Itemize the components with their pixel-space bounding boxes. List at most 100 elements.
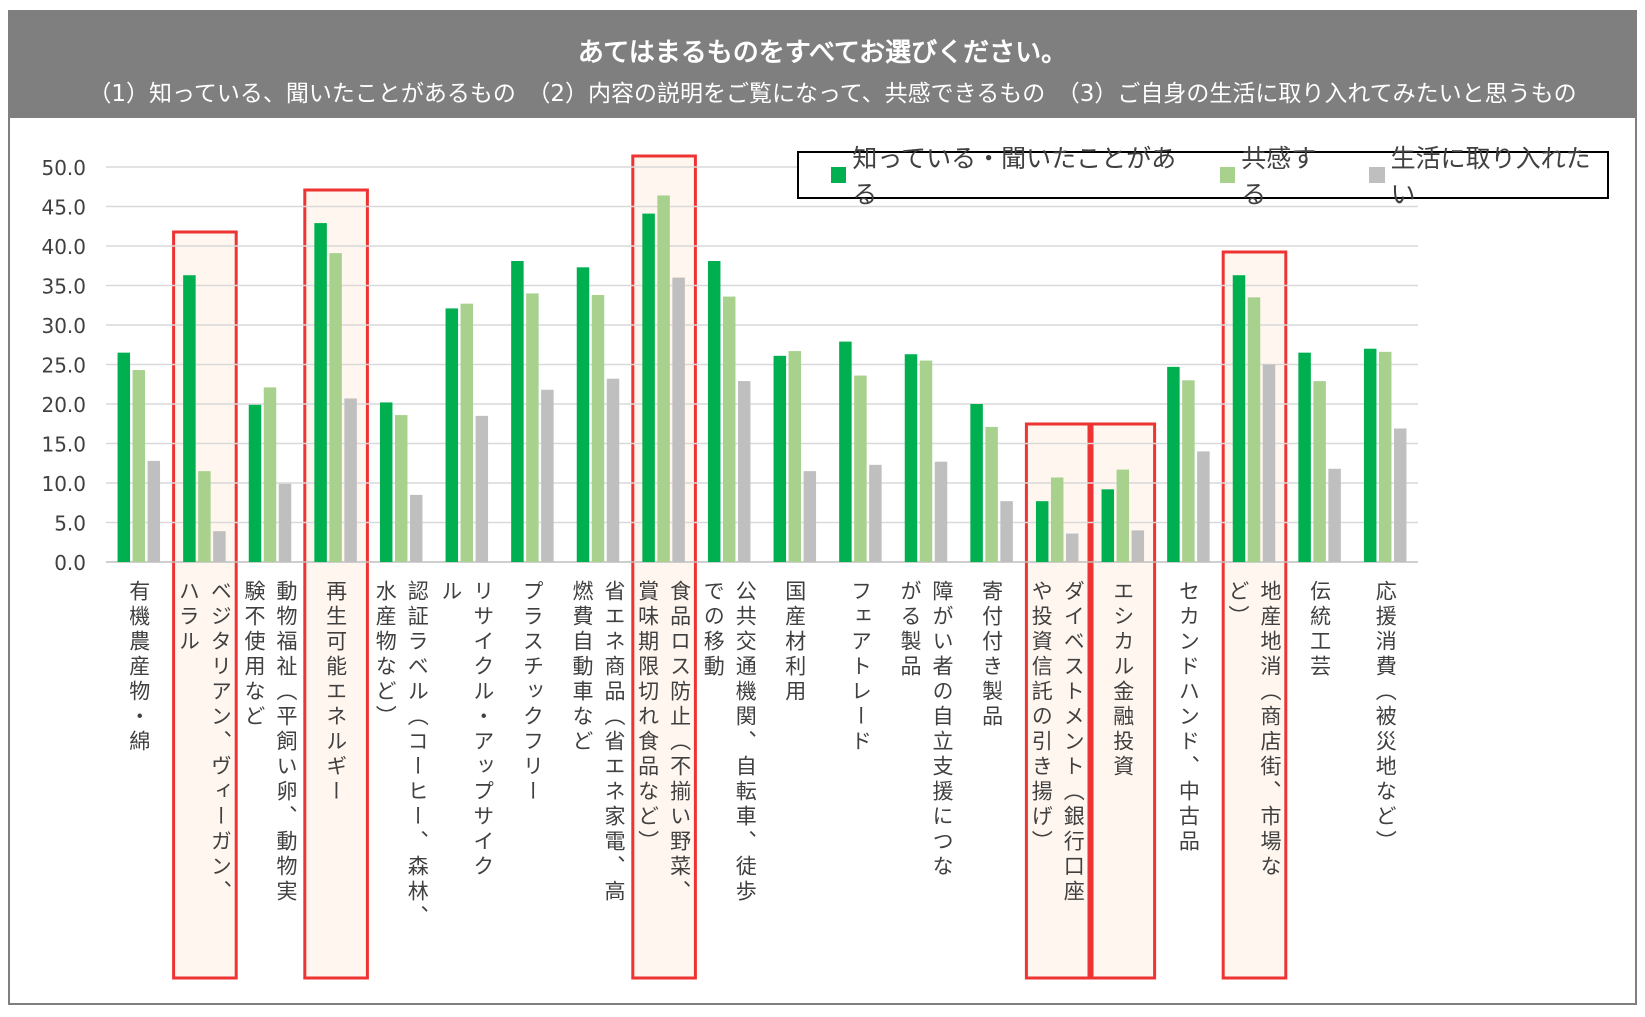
bar-empathy (460, 303, 474, 562)
bar-adopt (737, 381, 751, 562)
legend-swatch-adopt (1369, 167, 1385, 183)
bar-adopt (278, 483, 292, 562)
chart-header: あてはまるものをすべてお選びください。 （1）知っている、聞いたことがあるもの … (8, 10, 1637, 118)
bar-empathy (657, 195, 670, 562)
bar-adopt (1131, 530, 1145, 562)
legend-label-adopt: 生活に取り入れたい (1390, 144, 1591, 209)
bar-empathy (329, 253, 342, 563)
bar-known (707, 261, 721, 562)
bar-adopt (934, 461, 948, 562)
bar-empathy (198, 471, 211, 562)
bar-empathy (919, 360, 933, 562)
y-tick-label: 5.0 (54, 512, 86, 536)
bar-empathy (394, 415, 408, 562)
x-tick-label: や投資信託の引き揚げ） (1029, 580, 1054, 855)
bar-known (773, 355, 787, 562)
x-tick-label: 水産物など） (373, 580, 398, 730)
bar-known (314, 223, 327, 562)
bar-empathy (788, 351, 802, 562)
y-tick-label: 0.0 (54, 551, 86, 575)
legend-item-empathy: 共感する (1219, 139, 1337, 211)
legend-swatch-known (831, 167, 847, 183)
legend-item-known: 知っている・聞いたことがある (831, 139, 1188, 211)
x-tick-label: ハラル (176, 580, 201, 655)
bar-known (904, 354, 918, 562)
x-tick-label: 省エネ商品（省エネ家電、高 (602, 580, 626, 905)
x-tick-label: 食品ロス防止（不揃い野菜、 (667, 580, 692, 905)
bar-adopt (672, 277, 685, 562)
x-tick-label: フェアトレード (848, 580, 873, 755)
x-tick-label: ど） (1226, 580, 1250, 630)
bar-known (379, 402, 393, 562)
bar-known (1167, 366, 1180, 562)
bar-adopt (606, 378, 620, 562)
x-tick-label: エシカル金融投資 (1110, 580, 1135, 780)
x-tick-label: 伝統工芸 (1307, 580, 1332, 680)
bar-adopt (869, 464, 882, 562)
bar-adopt (213, 531, 226, 562)
bar-adopt (409, 494, 423, 562)
bar-empathy (1050, 477, 1064, 562)
legend-label-empathy: 共感する (1241, 144, 1317, 209)
bar-known (511, 261, 524, 562)
x-tick-label: での移動 (701, 580, 726, 680)
x-tick-label: 燃費自動車など (570, 580, 594, 755)
x-tick-label: 再生可能エネルギー (323, 580, 348, 805)
bar-empathy (591, 294, 605, 562)
x-tick-label: 寄付付き製品 (979, 580, 1004, 730)
bar-empathy (1313, 381, 1326, 562)
bar-known (1035, 501, 1049, 562)
y-tick-label: 40.0 (41, 235, 86, 259)
y-tick-label: 30.0 (41, 314, 86, 338)
x-tick-label: がる製品 (898, 580, 922, 680)
bar-known (1101, 489, 1115, 562)
bar-adopt (1197, 451, 1210, 562)
bar-known (117, 352, 131, 562)
bar-empathy (526, 293, 539, 562)
bar-adopt (147, 460, 161, 562)
x-tick-label: ル (438, 580, 463, 605)
y-tick-label: 25.0 (41, 354, 86, 378)
bar-empathy (854, 375, 867, 562)
bar-known (248, 404, 262, 562)
y-tick-label: 15.0 (41, 433, 86, 457)
x-tick-label: 認証ラベル（コーヒー、森林、 (405, 580, 430, 930)
x-tick-label: セカンドハンド、中古品 (1176, 580, 1201, 855)
bar-known (1232, 275, 1246, 562)
bar-known (970, 404, 983, 562)
x-tick-label: 国産材利用 (782, 580, 807, 705)
bar-known (183, 275, 196, 562)
bar-empathy (132, 370, 146, 562)
x-tick-label: 応援消費（被災地など） (1373, 580, 1398, 855)
chart-subtitle: （1）知っている、聞いたことがあるもの （2）内容の説明をご覧になって、共感でき… (88, 81, 1577, 107)
legend-swatch-empathy (1219, 167, 1236, 183)
x-tick-label: 賞味期限切れ食品など） (635, 580, 660, 855)
bar-adopt (344, 398, 357, 562)
x-tick-label: 障がい者の自立支援につな (930, 580, 954, 880)
bar-known (642, 213, 655, 563)
bar-known (1363, 348, 1377, 562)
y-tick-label: 20.0 (41, 393, 86, 417)
bar-adopt (1328, 468, 1341, 562)
bar-adopt (1065, 533, 1079, 562)
x-tick-label: プラスチックフリー (520, 580, 545, 805)
x-tick-label: 公共交通機関、自転車、徒歩 (733, 580, 758, 905)
bar-empathy (1378, 351, 1392, 562)
legend-label-known: 知っている・聞いたことがある (852, 144, 1177, 209)
x-tick-label: 験不使用など (242, 580, 266, 730)
y-tick-label: 45.0 (41, 196, 86, 220)
y-tick-label: 35.0 (41, 275, 86, 299)
x-tick-label: 動物福祉（平飼い卵、動物実 (274, 580, 298, 905)
bar-known (576, 267, 590, 562)
bar-empathy (1247, 297, 1261, 562)
bar-adopt (1000, 501, 1013, 562)
bar-empathy (1182, 380, 1195, 562)
x-tick-label: ダイベストメント（銀行口座 (1061, 580, 1086, 905)
bar-empathy (985, 426, 998, 562)
legend-item-adopt: 生活に取り入れたい (1369, 139, 1607, 211)
bar-known (1298, 352, 1311, 562)
bar-empathy (263, 387, 277, 562)
bar-adopt (1393, 428, 1407, 562)
y-tick-label: 10.0 (41, 472, 86, 496)
x-tick-label: 地産地消（商店街、市場な (1258, 580, 1282, 880)
